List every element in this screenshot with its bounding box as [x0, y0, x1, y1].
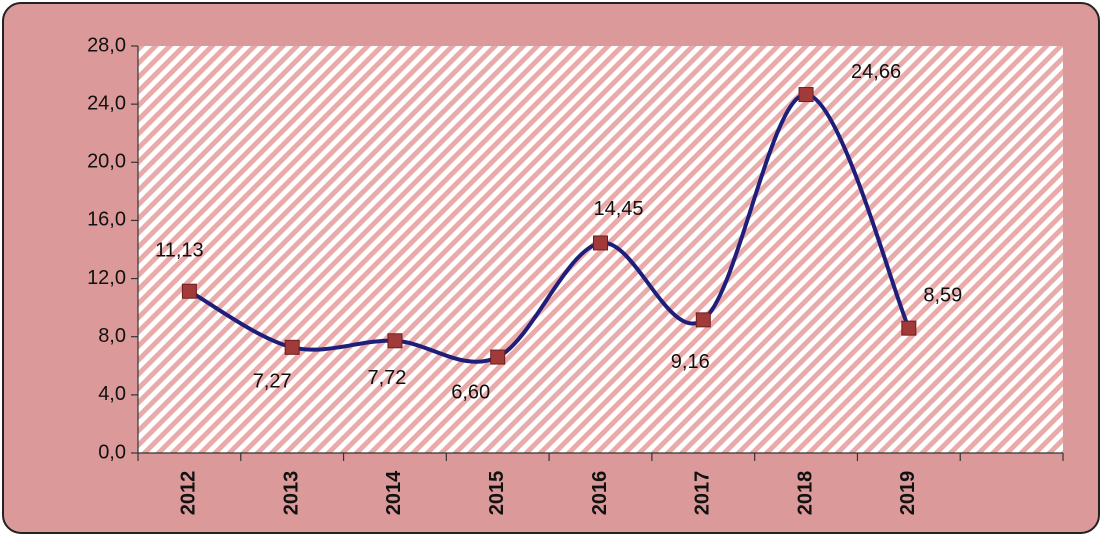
y-tick-label: 8,0 [98, 325, 126, 347]
y-tick-label: 16,0 [87, 209, 126, 231]
data-label: 9,16 [671, 351, 710, 373]
marker [284, 339, 300, 355]
x-tick-label: 2015 [486, 471, 508, 516]
y-tick-label: 12,0 [87, 267, 126, 289]
x-tick-label: 2019 [897, 471, 919, 516]
data-label: 14,45 [593, 198, 643, 220]
x-tick-label: 2012 [178, 471, 200, 516]
y-tick-label: 28,0 [87, 34, 126, 56]
x-tick-label: 2014 [383, 470, 405, 515]
x-tick-label: 2017 [692, 471, 714, 516]
marker [490, 349, 506, 365]
marker [901, 320, 917, 336]
marker [695, 312, 711, 328]
x-tick-label: 2013 [280, 471, 302, 516]
y-tick-label: 20,0 [87, 151, 126, 173]
x-tick-label: 2018 [794, 471, 816, 516]
data-label: 11,13 [155, 239, 204, 261]
data-label: 8,59 [923, 284, 962, 306]
marker [387, 333, 403, 349]
data-label: 7,27 [253, 371, 292, 393]
y-tick-label: 0,0 [98, 441, 126, 463]
marker [181, 283, 197, 299]
marker [798, 87, 814, 103]
x-tick-label: 2016 [589, 471, 611, 516]
y-tick-label: 24,0 [87, 92, 126, 114]
y-tick-label: 4,0 [98, 383, 126, 405]
data-label: 6,60 [451, 381, 490, 403]
data-label: 7,72 [367, 367, 406, 389]
data-label: 24,66 [851, 61, 901, 83]
marker [593, 235, 608, 251]
